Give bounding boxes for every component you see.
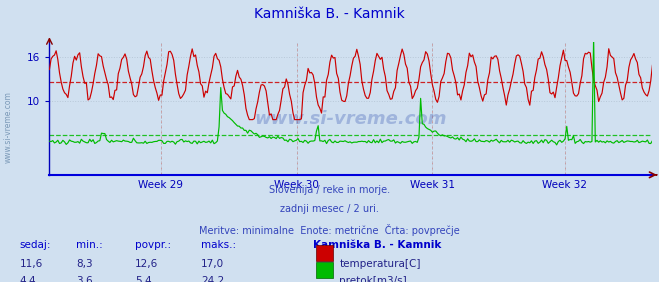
Text: pretok[m3/s]: pretok[m3/s] [339, 276, 407, 282]
Text: sedaj:: sedaj: [20, 240, 51, 250]
Text: 5,4: 5,4 [135, 276, 152, 282]
Text: maks.:: maks.: [201, 240, 236, 250]
Text: www.si-vreme.com: www.si-vreme.com [3, 91, 13, 163]
Text: Kamniška B. - Kamnik: Kamniška B. - Kamnik [313, 240, 442, 250]
Text: 4,4: 4,4 [20, 276, 36, 282]
Text: 8,3: 8,3 [76, 259, 92, 269]
Text: zadnji mesec / 2 uri.: zadnji mesec / 2 uri. [280, 204, 379, 214]
Text: 12,6: 12,6 [135, 259, 158, 269]
Text: 11,6: 11,6 [20, 259, 43, 269]
Text: min.:: min.: [76, 240, 103, 250]
Text: temperatura[C]: temperatura[C] [339, 259, 421, 269]
Text: 24,2: 24,2 [201, 276, 224, 282]
Text: 3,6: 3,6 [76, 276, 92, 282]
Text: Kamniška B. - Kamnik: Kamniška B. - Kamnik [254, 7, 405, 21]
Text: Slovenija / reke in morje.: Slovenija / reke in morje. [269, 185, 390, 195]
Text: povpr.:: povpr.: [135, 240, 171, 250]
Text: 17,0: 17,0 [201, 259, 224, 269]
Text: www.si-vreme.com: www.si-vreme.com [254, 110, 447, 128]
Text: Meritve: minimalne  Enote: metrične  Črta: povprečje: Meritve: minimalne Enote: metrične Črta:… [199, 224, 460, 236]
